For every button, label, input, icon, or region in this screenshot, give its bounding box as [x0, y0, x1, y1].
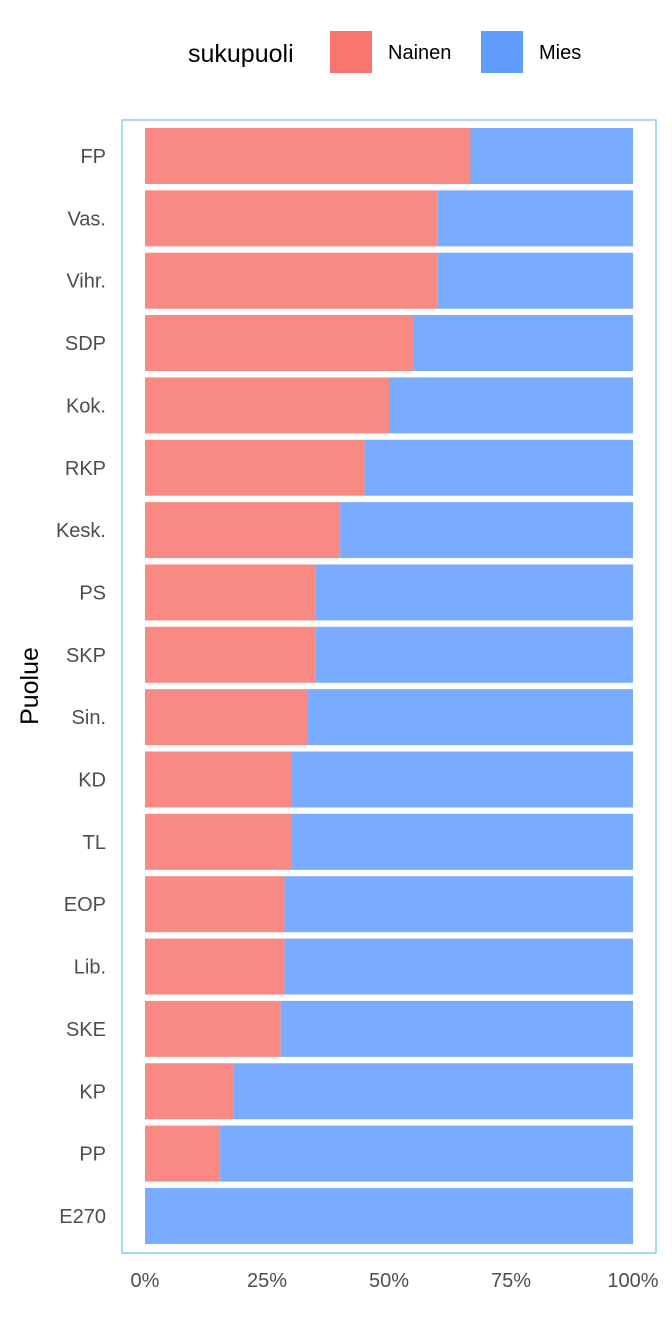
y-tick-label: PS [79, 582, 106, 604]
bar-mies-kesk [340, 502, 633, 559]
y-tick-label: Vihr. [66, 271, 106, 293]
bar-mies-kp [233, 1063, 634, 1120]
bar-mies-tl [291, 813, 633, 870]
legend-label-mies: Mies [539, 42, 582, 64]
y-tick-label: Vas. [67, 208, 106, 230]
legend-title: sukupuoli [188, 40, 294, 68]
x-tick-label: 0% [131, 1270, 160, 1292]
bar-nainen-sdp [145, 315, 414, 372]
bar-mies-ske [280, 1000, 633, 1057]
legend-label-nainen: Nainen [388, 42, 452, 64]
bar-mies-lib [284, 938, 633, 995]
legend-key-mies [481, 31, 523, 73]
bar-mies-kd [291, 751, 633, 808]
panel-border [121, 119, 657, 1254]
bar-mies-sdp [413, 315, 633, 372]
bar-nainen-sin [145, 689, 308, 746]
bar-mies-fp [470, 128, 633, 184]
bar-nainen-rkp [145, 439, 365, 496]
bar-mies-e270 [145, 1187, 633, 1244]
bar-mies-ps [315, 564, 633, 621]
bar-nainen-eop [145, 876, 285, 933]
x-tick-label: 75% [491, 1270, 531, 1292]
y-tick-label: Lib. [74, 957, 106, 979]
bar-mies-kok [389, 377, 633, 434]
bar-nainen-kp [145, 1063, 234, 1120]
bar-nainen-pp [145, 1125, 221, 1182]
bar-mies-skp [315, 626, 633, 683]
y-tick-label: FP [80, 146, 106, 168]
bar-mies-sin [307, 689, 633, 746]
bar-mies-vihr [437, 252, 633, 309]
bar-mies-pp [220, 1125, 634, 1182]
bar-nainen-vihr [145, 252, 438, 309]
x-tick-label: 25% [247, 1270, 287, 1292]
bar-nainen-tl [145, 813, 292, 870]
bar-mies-eop [284, 876, 633, 933]
y-axis-ticks: FP Vas. Vihr. SDP Kok. RKP Kesk. PS SKP Sin. KD TL E… [56, 146, 106, 1228]
x-axis-ticks: 0% 25% 50% 75% 100% [131, 1270, 659, 1292]
bar-nainen-kd [145, 751, 292, 808]
bar-nainen-skp [145, 626, 316, 683]
y-tick-label: TL [83, 832, 106, 854]
y-tick-label: EOP [64, 894, 106, 916]
y-tick-label: SKE [66, 1019, 106, 1041]
bar-mies-vas [437, 190, 633, 247]
y-tick-label: Kesk. [56, 520, 106, 542]
bar-nainen-fp [145, 128, 471, 184]
y-tick-label: Sin. [72, 707, 106, 729]
y-tick-label: E270 [59, 1206, 106, 1228]
bar-nainen-kok [145, 377, 389, 434]
bar-nainen-vas [145, 190, 438, 247]
x-tick-label: 50% [369, 1270, 409, 1292]
y-tick-label: KP [79, 1081, 106, 1103]
bars [145, 128, 634, 1244]
bar-nainen-ps [145, 564, 316, 621]
legend-key-nainen [330, 31, 372, 73]
y-tick-label: RKP [65, 458, 106, 480]
y-tick-label: PP [79, 1144, 106, 1166]
y-axis-title: Puolue [16, 647, 44, 725]
x-tick-label: 100% [607, 1270, 658, 1292]
y-tick-label: KD [78, 770, 106, 792]
bar-nainen-ske [145, 1000, 281, 1057]
bar-nainen-kesk [145, 502, 341, 559]
bar-nainen-lib [145, 938, 285, 995]
bar-mies-rkp [364, 439, 633, 496]
y-tick-label: SDP [65, 333, 106, 355]
y-tick-label: SKP [66, 645, 106, 667]
y-tick-label: Kok. [66, 395, 106, 417]
legend: sukupuoli Nainen Mies [0, 0, 672, 100]
